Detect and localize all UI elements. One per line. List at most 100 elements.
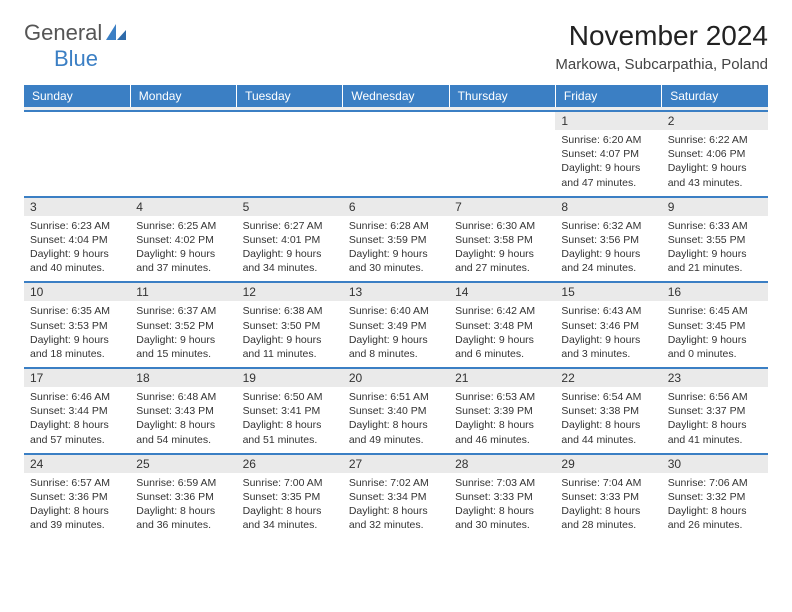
day-sunset: Sunset: 3:43 PM <box>136 404 230 418</box>
day-sunset: Sunset: 3:33 PM <box>561 490 655 504</box>
day-daylight_b: and 11 minutes. <box>243 347 337 361</box>
day-daylight_b: and 40 minutes. <box>30 261 124 275</box>
day-cell: 17Sunrise: 6:46 AMSunset: 3:44 PMDayligh… <box>24 368 130 454</box>
day-sunrise: Sunrise: 6:27 AM <box>243 219 337 233</box>
day-number: 6 <box>343 198 449 216</box>
day-sunset: Sunset: 3:50 PM <box>243 319 337 333</box>
day-number: 14 <box>449 283 555 301</box>
day-daylight_a: Daylight: 9 hours <box>455 333 549 347</box>
day-cell: 8Sunrise: 6:32 AMSunset: 3:56 PMDaylight… <box>555 197 661 283</box>
day-cell <box>130 111 236 197</box>
day-daylight_a: Daylight: 9 hours <box>668 161 762 175</box>
day-cell: 11Sunrise: 6:37 AMSunset: 3:52 PMDayligh… <box>130 282 236 368</box>
day-daylight_b: and 8 minutes. <box>349 347 443 361</box>
day-sunset: Sunset: 3:56 PM <box>561 233 655 247</box>
day-number: 9 <box>662 198 768 216</box>
col-thursday: Thursday <box>449 85 555 107</box>
day-sunrise: Sunrise: 6:25 AM <box>136 219 230 233</box>
logo-text-blue: Blue <box>54 46 98 71</box>
weekday-header-row: Sunday Monday Tuesday Wednesday Thursday… <box>24 85 768 107</box>
day-number: 20 <box>343 369 449 387</box>
day-cell <box>24 111 130 197</box>
day-content: Sunrise: 6:20 AMSunset: 4:07 PMDaylight:… <box>555 130 661 196</box>
day-sunrise: Sunrise: 6:32 AM <box>561 219 655 233</box>
day-content: Sunrise: 6:50 AMSunset: 3:41 PMDaylight:… <box>237 387 343 453</box>
day-number: 1 <box>555 112 661 130</box>
day-sunrise: Sunrise: 6:23 AM <box>30 219 124 233</box>
day-daylight_b: and 3 minutes. <box>561 347 655 361</box>
day-daylight_a: Daylight: 8 hours <box>136 504 230 518</box>
day-content: Sunrise: 7:02 AMSunset: 3:34 PMDaylight:… <box>343 473 449 539</box>
day-daylight_a: Daylight: 9 hours <box>561 333 655 347</box>
day-sunset: Sunset: 3:36 PM <box>30 490 124 504</box>
day-sunset: Sunset: 3:37 PM <box>668 404 762 418</box>
day-daylight_a: Daylight: 9 hours <box>243 333 337 347</box>
day-daylight_a: Daylight: 9 hours <box>561 161 655 175</box>
day-daylight_b: and 34 minutes. <box>243 518 337 532</box>
col-saturday: Saturday <box>662 85 768 107</box>
day-content: Sunrise: 6:59 AMSunset: 3:36 PMDaylight:… <box>130 473 236 539</box>
day-sunset: Sunset: 3:33 PM <box>455 490 549 504</box>
day-number: 13 <box>343 283 449 301</box>
day-daylight_a: Daylight: 8 hours <box>349 418 443 432</box>
day-cell: 27Sunrise: 7:02 AMSunset: 3:34 PMDayligh… <box>343 454 449 539</box>
week-row: 17Sunrise: 6:46 AMSunset: 3:44 PMDayligh… <box>24 368 768 454</box>
day-content: Sunrise: 6:28 AMSunset: 3:59 PMDaylight:… <box>343 216 449 282</box>
day-sunset: Sunset: 3:46 PM <box>561 319 655 333</box>
day-content: Sunrise: 6:35 AMSunset: 3:53 PMDaylight:… <box>24 301 130 367</box>
day-cell: 15Sunrise: 6:43 AMSunset: 3:46 PMDayligh… <box>555 282 661 368</box>
day-number: 8 <box>555 198 661 216</box>
header: General Blue November 2024 Markowa, Subc… <box>24 20 768 73</box>
day-cell <box>449 111 555 197</box>
col-friday: Friday <box>555 85 661 107</box>
day-number: 30 <box>662 455 768 473</box>
day-daylight_a: Daylight: 9 hours <box>136 333 230 347</box>
day-content: Sunrise: 6:25 AMSunset: 4:02 PMDaylight:… <box>130 216 236 282</box>
day-daylight_a: Daylight: 9 hours <box>349 247 443 261</box>
day-daylight_b: and 41 minutes. <box>668 433 762 447</box>
logo-sail-icon <box>106 24 126 43</box>
day-number: 4 <box>130 198 236 216</box>
day-daylight_a: Daylight: 8 hours <box>30 418 124 432</box>
day-cell: 26Sunrise: 7:00 AMSunset: 3:35 PMDayligh… <box>237 454 343 539</box>
day-daylight_a: Daylight: 8 hours <box>668 504 762 518</box>
week-row: 3Sunrise: 6:23 AMSunset: 4:04 PMDaylight… <box>24 197 768 283</box>
day-content: Sunrise: 6:40 AMSunset: 3:49 PMDaylight:… <box>343 301 449 367</box>
day-sunrise: Sunrise: 6:38 AM <box>243 304 337 318</box>
day-daylight_b: and 27 minutes. <box>455 261 549 275</box>
day-content: Sunrise: 6:51 AMSunset: 3:40 PMDaylight:… <box>343 387 449 453</box>
day-sunset: Sunset: 3:40 PM <box>349 404 443 418</box>
day-content: Sunrise: 7:06 AMSunset: 3:32 PMDaylight:… <box>662 473 768 539</box>
day-content: Sunrise: 6:33 AMSunset: 3:55 PMDaylight:… <box>662 216 768 282</box>
day-daylight_b: and 30 minutes. <box>455 518 549 532</box>
day-content: Sunrise: 6:43 AMSunset: 3:46 PMDaylight:… <box>555 301 661 367</box>
day-sunset: Sunset: 3:52 PM <box>136 319 230 333</box>
day-daylight_b: and 44 minutes. <box>561 433 655 447</box>
day-cell: 16Sunrise: 6:45 AMSunset: 3:45 PMDayligh… <box>662 282 768 368</box>
day-daylight_b: and 32 minutes. <box>349 518 443 532</box>
day-number: 12 <box>237 283 343 301</box>
day-sunrise: Sunrise: 7:04 AM <box>561 476 655 490</box>
day-cell: 30Sunrise: 7:06 AMSunset: 3:32 PMDayligh… <box>662 454 768 539</box>
day-daylight_a: Daylight: 9 hours <box>136 247 230 261</box>
day-daylight_a: Daylight: 8 hours <box>349 504 443 518</box>
day-daylight_b: and 21 minutes. <box>668 261 762 275</box>
day-cell: 29Sunrise: 7:04 AMSunset: 3:33 PMDayligh… <box>555 454 661 539</box>
day-content: Sunrise: 7:00 AMSunset: 3:35 PMDaylight:… <box>237 473 343 539</box>
day-daylight_a: Daylight: 9 hours <box>455 247 549 261</box>
day-sunset: Sunset: 3:55 PM <box>668 233 762 247</box>
day-number: 18 <box>130 369 236 387</box>
day-daylight_b: and 46 minutes. <box>455 433 549 447</box>
day-content: Sunrise: 6:46 AMSunset: 3:44 PMDaylight:… <box>24 387 130 453</box>
day-number: 17 <box>24 369 130 387</box>
day-sunrise: Sunrise: 6:51 AM <box>349 390 443 404</box>
day-sunrise: Sunrise: 6:46 AM <box>30 390 124 404</box>
day-sunrise: Sunrise: 6:45 AM <box>668 304 762 318</box>
day-cell: 25Sunrise: 6:59 AMSunset: 3:36 PMDayligh… <box>130 454 236 539</box>
day-cell <box>343 111 449 197</box>
day-number <box>237 112 343 130</box>
day-daylight_a: Daylight: 9 hours <box>668 247 762 261</box>
day-cell: 10Sunrise: 6:35 AMSunset: 3:53 PMDayligh… <box>24 282 130 368</box>
day-daylight_b: and 18 minutes. <box>30 347 124 361</box>
day-sunrise: Sunrise: 7:02 AM <box>349 476 443 490</box>
